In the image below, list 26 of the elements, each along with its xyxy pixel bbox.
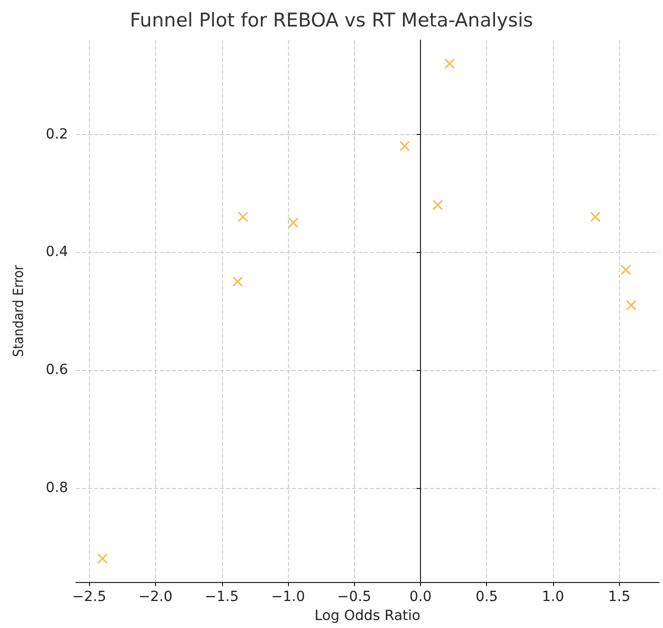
x-tick-label: 1.5 bbox=[608, 589, 630, 606]
x-tick-label: −1.0 bbox=[271, 589, 305, 606]
x-tick-label: 1.0 bbox=[542, 589, 564, 606]
x-tick-label: −2.5 bbox=[72, 589, 106, 606]
point bbox=[590, 211, 601, 222]
y-axis-title: Standard Error bbox=[11, 264, 27, 358]
chart-title: Funnel Plot for REBOA vs RT Meta-Analysis bbox=[130, 10, 534, 32]
point bbox=[238, 211, 248, 222]
point bbox=[399, 140, 410, 152]
x-tick-label: 0.0 bbox=[409, 589, 432, 606]
x-tick-label: −2.0 bbox=[138, 589, 172, 606]
x-tick-label: −0.5 bbox=[337, 589, 372, 606]
x-axis-title: Log Odds Ratio bbox=[314, 608, 420, 624]
point bbox=[620, 264, 632, 276]
point bbox=[432, 200, 444, 210]
point bbox=[444, 58, 455, 69]
point bbox=[626, 300, 636, 310]
y-tick-label: 0.4 bbox=[46, 244, 68, 260]
y-tick-label: 0.8 bbox=[46, 480, 68, 496]
y-tick-label: 0.6 bbox=[46, 362, 68, 378]
point bbox=[288, 217, 299, 228]
x-tick-label: −1.5 bbox=[204, 589, 239, 606]
point bbox=[97, 553, 108, 564]
y-tick-label: 0.2 bbox=[46, 126, 68, 142]
x-tick-label: 0.5 bbox=[476, 589, 498, 606]
point bbox=[232, 276, 243, 287]
